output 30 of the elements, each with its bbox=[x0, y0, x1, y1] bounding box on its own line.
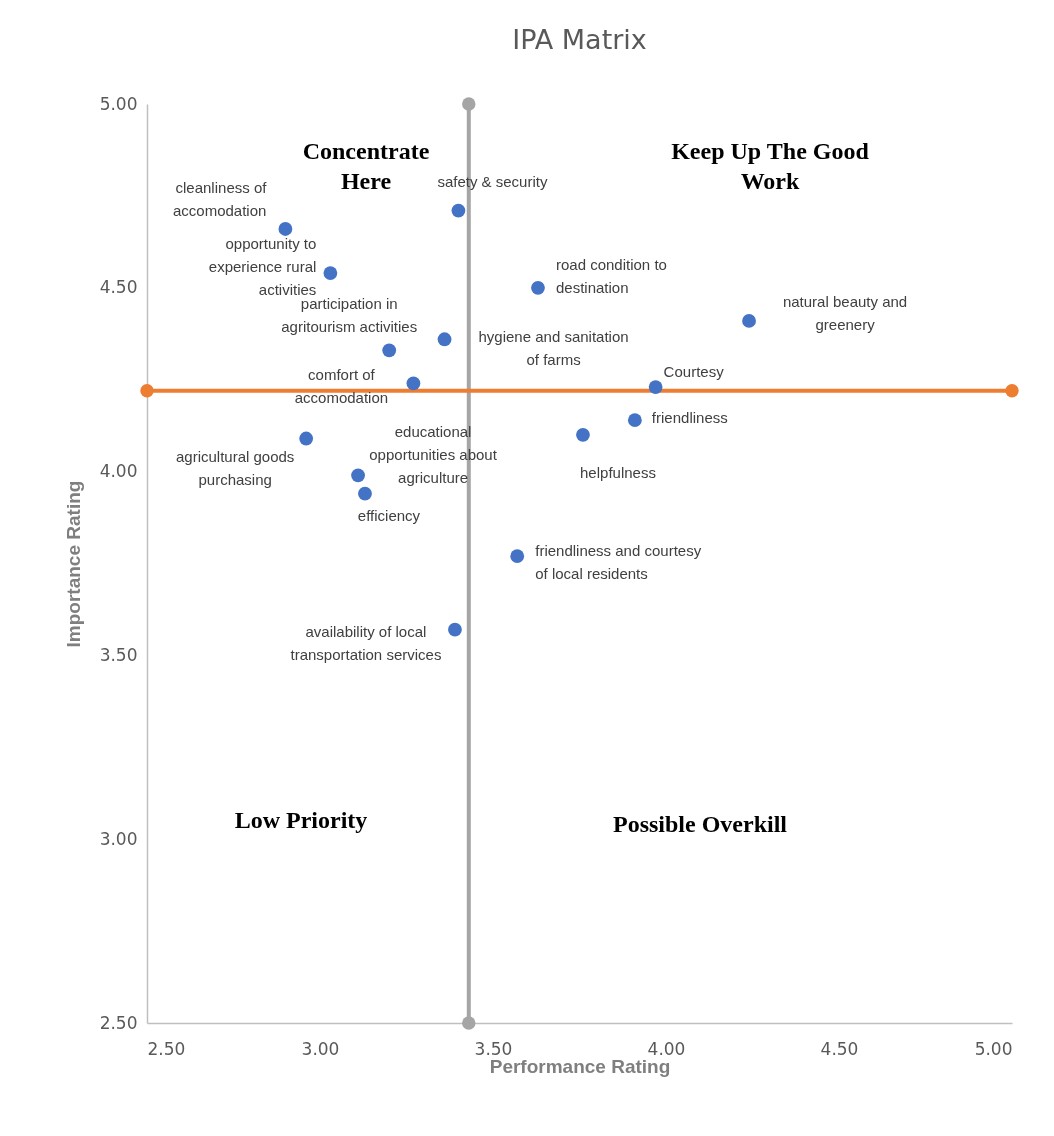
y-tick-label: 5.00 bbox=[99, 93, 138, 114]
y-tick-label: 3.50 bbox=[99, 644, 138, 665]
data-label: cleanliness of accomodation bbox=[172, 178, 268, 219]
annotation: Possible Overkill bbox=[613, 811, 788, 837]
data-label: natural beauty and greenery bbox=[782, 292, 908, 333]
data-label: efficiency bbox=[357, 506, 421, 524]
y-tick-label: 3.00 bbox=[99, 828, 138, 849]
x-tick-label: 2.50 bbox=[147, 1038, 186, 1059]
annotation: Keep Up The Good Work bbox=[671, 138, 870, 194]
data-label: friendliness and courtesy of local residents bbox=[535, 542, 702, 583]
y-tick-label: 4.50 bbox=[99, 277, 138, 298]
x-tick-label: 3.00 bbox=[301, 1038, 340, 1059]
x-tick-label: 5.00 bbox=[974, 1038, 1013, 1059]
chart-title: IPA Matrix bbox=[512, 24, 647, 55]
data-label: friendliness bbox=[651, 409, 728, 427]
data-label: comfort of accomodation bbox=[294, 366, 389, 407]
y-tick-label: 4.00 bbox=[99, 461, 138, 482]
y-axis-title: Importance Rating bbox=[62, 480, 84, 648]
data-label: Courtesy bbox=[663, 363, 725, 381]
x-tick-label: 4.50 bbox=[820, 1038, 859, 1059]
data-label: agricultural goods purchasing bbox=[175, 447, 295, 488]
data-label: educational opportunities about agriculture bbox=[369, 423, 498, 487]
data-label: helpfulness bbox=[580, 463, 656, 481]
data-label: road condition to destination bbox=[555, 255, 667, 296]
data-label: hygiene and sanitation of farms bbox=[478, 328, 629, 369]
data-label: safety & security bbox=[437, 172, 548, 190]
annotation: Concentrate Here bbox=[302, 138, 430, 194]
annotation: Low Priority bbox=[234, 807, 368, 833]
y-tick-label: 2.50 bbox=[99, 1012, 138, 1033]
data-label: availability of local transportation services bbox=[290, 622, 442, 663]
